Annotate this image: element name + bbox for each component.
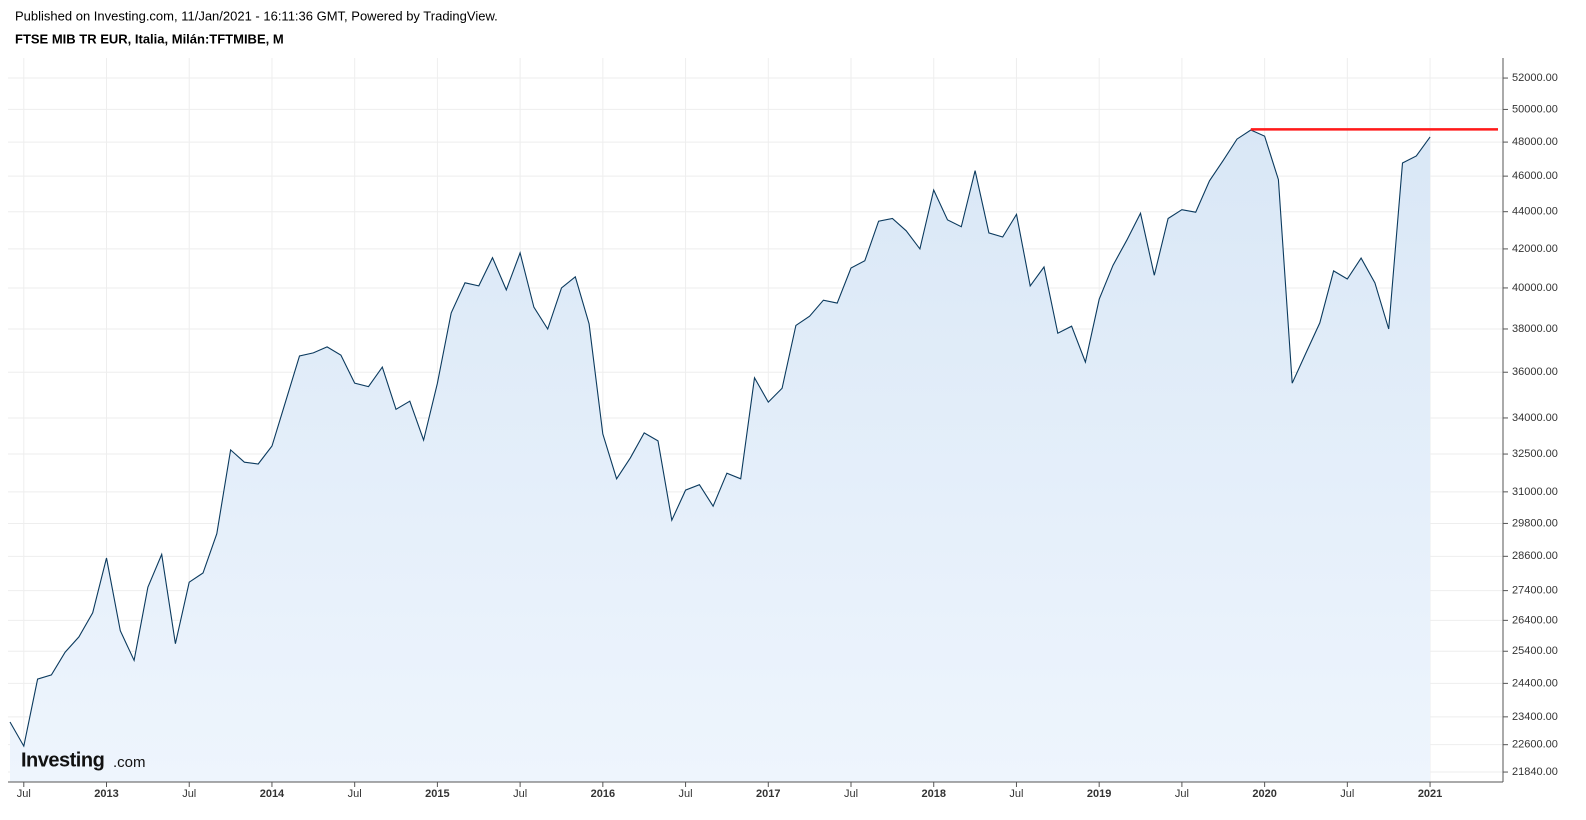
y-tick-label: 32500.00 [1512, 448, 1558, 460]
y-tick-label: 25400.00 [1512, 645, 1558, 657]
y-tick-label: 31000.00 [1512, 486, 1558, 498]
x-tick-label: Jul [348, 788, 362, 800]
y-tick-label: 27400.00 [1512, 585, 1558, 597]
y-tick-label: 22600.00 [1512, 739, 1558, 751]
x-tick-label: Jul [182, 788, 196, 800]
published-note: Published on Investing.com, 11/Jan/2021 … [15, 8, 498, 23]
watermark-suffix: .com [113, 754, 146, 771]
x-tick-label: Jul [1340, 788, 1354, 800]
x-tick-label: 2016 [591, 788, 615, 800]
y-tick-label: 52000.00 [1512, 72, 1558, 84]
y-tick-label: 42000.00 [1512, 243, 1558, 255]
x-tick-label: 2020 [1252, 788, 1276, 800]
x-tick-label: Jul [844, 788, 858, 800]
y-tick-label: 26400.00 [1512, 614, 1558, 626]
x-tick-label: Jul [17, 788, 31, 800]
y-tick-label: 40000.00 [1512, 282, 1558, 294]
y-tick-label: 50000.00 [1512, 103, 1558, 115]
y-tick-label: 46000.00 [1512, 170, 1558, 182]
x-tick-label: 2018 [921, 788, 945, 800]
axes: 21840.00 22600.00 23400.00 24400.00 25400.00… [8, 58, 1558, 800]
x-tick-label: Jul [679, 788, 693, 800]
x-tick-label: 2015 [425, 788, 449, 800]
y-tick-label: 28600.00 [1512, 550, 1558, 562]
y-tick-label: 38000.00 [1512, 323, 1558, 335]
x-tick-label: Jul [513, 788, 527, 800]
y-tick-label: 36000.00 [1512, 366, 1558, 378]
y-tick-label: 21840.00 [1512, 766, 1558, 778]
x-tick-label: 2014 [260, 788, 285, 800]
y-tick-label: 48000.00 [1512, 136, 1558, 148]
x-tick-label: 2017 [756, 788, 780, 800]
watermark: Investing [21, 749, 104, 771]
y-tick-label: 44000.00 [1512, 206, 1558, 218]
area [10, 130, 1431, 782]
y-tick-label: 29800.00 [1512, 517, 1558, 529]
x-tick-label: Jul [1175, 788, 1189, 800]
plot [9, 128, 1498, 782]
y-tick-label: 23400.00 [1512, 711, 1558, 723]
x-tick-label: 2013 [94, 788, 118, 800]
line [9, 129, 1431, 748]
x-tick-label: Jul [1009, 788, 1023, 800]
y-tick-label: 34000.00 [1512, 412, 1558, 424]
x-tick-label: 2019 [1087, 788, 1111, 800]
chart-title: FTSE MIB TR EUR, Italia, Milán:TFTMIBE, … [15, 31, 284, 46]
x-tick-label: 2021 [1418, 788, 1442, 800]
y-tick-label: 24400.00 [1512, 677, 1558, 689]
